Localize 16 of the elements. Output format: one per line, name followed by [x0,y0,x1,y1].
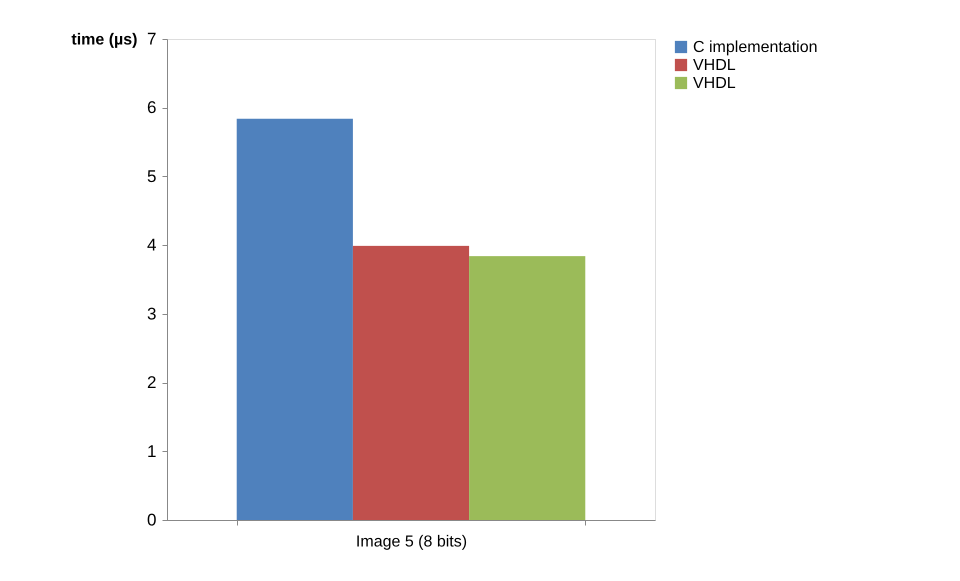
legend-label: VHDL [693,75,736,92]
y-tick-label: 2 [147,373,156,392]
bar [469,256,586,520]
y-tick-label: 6 [147,98,156,118]
bar [352,246,470,520]
y-axis-title: time (µs) [71,32,138,48]
y-tick-label: 5 [147,166,156,186]
legend-label: VHDL [693,57,736,74]
legend-label: C implementation [693,39,818,56]
y-tick-label: 7 [147,30,156,48]
x-tick-label: Image 5 (8 bits) [356,534,468,550]
bar [236,118,353,520]
y-tick-label: 0 [147,510,156,530]
y-tick-label: 1 [147,442,156,461]
y-tick-label: 4 [147,236,156,255]
y-tick-label: 3 [147,304,156,324]
